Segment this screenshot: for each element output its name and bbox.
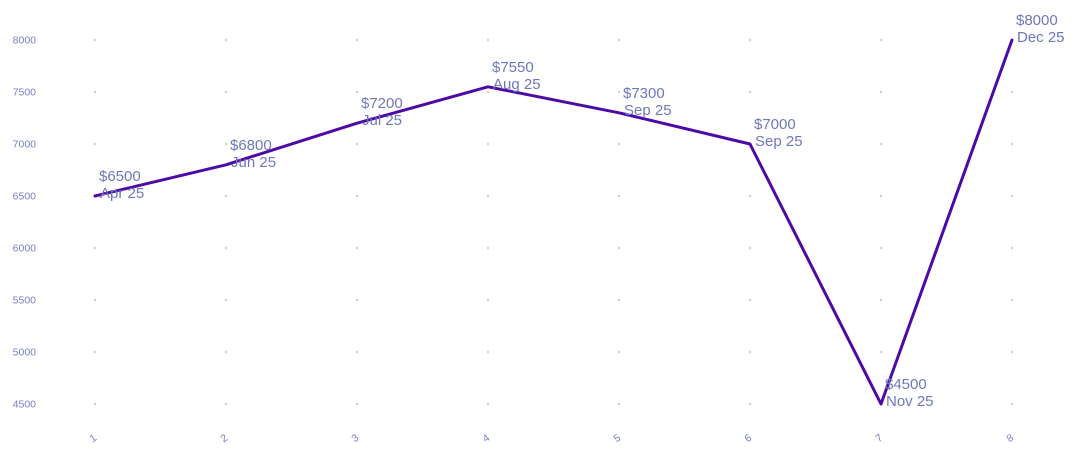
grid-dot <box>617 298 621 302</box>
grid-dot <box>879 90 883 94</box>
grid-dot <box>224 194 228 198</box>
grid-dot <box>748 246 752 250</box>
grid-dot <box>1010 90 1014 94</box>
point-value-label: $7300 <box>623 85 665 102</box>
grid-dot <box>355 90 359 94</box>
grid-dot <box>93 402 97 406</box>
grid-dot <box>355 298 359 302</box>
grid-dot <box>879 38 883 42</box>
point-value-label: $7550 <box>492 59 534 76</box>
grid-dot <box>879 246 883 250</box>
grid-dot <box>486 350 490 354</box>
grid-dot <box>355 402 359 406</box>
grid-dot <box>486 246 490 250</box>
grid-dot <box>617 402 621 406</box>
y-tick-label: 5500 <box>13 295 37 307</box>
grid-dot <box>748 194 752 198</box>
grid-dot <box>224 38 228 42</box>
x-tick-label: 7 <box>873 432 885 445</box>
x-tick-label: 5 <box>611 432 623 445</box>
point-date-label: Jun 25 <box>231 154 276 171</box>
grid-dot <box>355 194 359 198</box>
grid-dot <box>93 246 97 250</box>
grid-dot <box>879 142 883 146</box>
point-value-label: $6500 <box>99 168 141 185</box>
y-tick-label: 7000 <box>13 139 37 151</box>
grid-dot <box>748 402 752 406</box>
grid-dot <box>224 402 228 406</box>
grid-dot <box>1010 142 1014 146</box>
grid-dot <box>93 298 97 302</box>
grid-dot <box>93 142 97 146</box>
x-tick-label: 6 <box>742 432 754 445</box>
point-value-label: $6800 <box>230 137 272 154</box>
grid-dot <box>93 90 97 94</box>
grid-dot <box>748 350 752 354</box>
grid-dot <box>1010 402 1014 406</box>
grid-dot <box>748 298 752 302</box>
y-tick-label: 6500 <box>13 191 37 203</box>
grid-dot <box>879 194 883 198</box>
grid-dot <box>748 90 752 94</box>
point-value-label: $8000 <box>1016 12 1058 29</box>
grid-dot <box>224 90 228 94</box>
point-date-label: Sep 25 <box>624 102 672 119</box>
grid-dot <box>224 142 228 146</box>
grid-dot <box>93 350 97 354</box>
grid-dot <box>748 38 752 42</box>
grid-dot <box>879 350 883 354</box>
y-tick-label: 6000 <box>13 243 37 255</box>
grid-dot <box>879 298 883 302</box>
point-value-label: $7200 <box>361 95 403 112</box>
grid-dot <box>617 246 621 250</box>
point-date-label: Sep 25 <box>755 133 803 150</box>
grid-dot <box>1010 194 1014 198</box>
grid-dot <box>1010 298 1014 302</box>
x-tick-label: 3 <box>349 432 361 445</box>
grid-dot <box>224 246 228 250</box>
grid-dot <box>224 350 228 354</box>
grid-dot <box>93 38 97 42</box>
grid-dot <box>486 90 490 94</box>
y-tick-label: 5000 <box>13 347 37 359</box>
x-tick-label: 8 <box>1004 432 1016 445</box>
grid-dot <box>617 38 621 42</box>
point-date-label: Jul 25 <box>362 112 402 129</box>
grid-dot <box>486 298 490 302</box>
grid-dot <box>224 298 228 302</box>
grid-dot <box>1010 350 1014 354</box>
point-value-label: $7000 <box>754 116 796 133</box>
grid-dot <box>617 350 621 354</box>
grid-dot <box>617 90 621 94</box>
grid-dot <box>355 246 359 250</box>
grid-dot <box>355 350 359 354</box>
y-tick-label: 8000 <box>13 35 37 47</box>
grid-dot <box>617 194 621 198</box>
point-date-label: Nov 25 <box>886 393 934 410</box>
point-date-label: Aug 25 <box>493 76 541 93</box>
grid-dot <box>1010 246 1014 250</box>
y-tick-label: 4500 <box>13 399 37 411</box>
x-tick-label: 2 <box>218 432 230 445</box>
grid-dot <box>486 402 490 406</box>
grid-dot <box>355 142 359 146</box>
point-date-label: Apr 25 <box>100 185 144 202</box>
grid-dot <box>486 194 490 198</box>
series-line <box>93 38 1014 406</box>
point-date-label: Dec 25 <box>1017 29 1065 46</box>
grid-dot <box>617 142 621 146</box>
y-tick-label: 7500 <box>13 87 37 99</box>
grid-dot <box>355 38 359 42</box>
x-tick-label: 4 <box>480 432 492 445</box>
grid-dot <box>486 38 490 42</box>
point-value-label: $4500 <box>885 376 927 393</box>
grid-dot <box>486 142 490 146</box>
x-tick-label: 1 <box>87 432 99 445</box>
